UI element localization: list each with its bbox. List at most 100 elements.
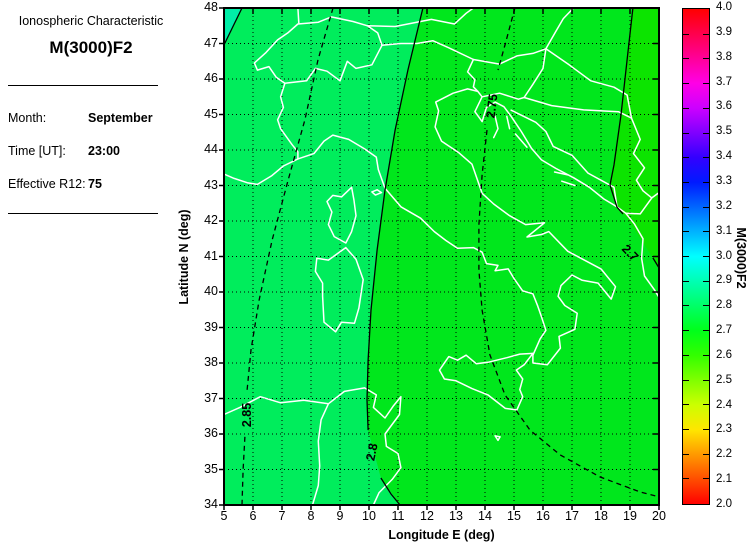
sidebar: Ionospheric Characteristic M(3000)F2 <box>0 0 182 58</box>
y-tick-label: 35 <box>204 461 218 476</box>
coastline <box>326 186 357 244</box>
colorbar-tick <box>703 231 709 232</box>
coastline <box>466 58 479 93</box>
colorbar-tick <box>683 182 689 183</box>
x-tick-label: 5 <box>220 509 228 523</box>
contour-line-2.85 <box>246 7 334 393</box>
colorbar-tick-label: 2.3 <box>716 423 732 436</box>
x-tick-label: 18 <box>594 509 608 523</box>
colorbar-tick <box>683 133 689 134</box>
colorbar-tick <box>683 281 689 282</box>
contour-line-2.75 <box>497 7 516 71</box>
x-tick-label: 17 <box>565 509 579 523</box>
contour-line-2.9 <box>223 7 243 46</box>
coastline <box>545 7 575 50</box>
coastline <box>492 115 499 139</box>
coastline <box>314 246 364 333</box>
coastline <box>297 7 300 24</box>
colorbar-tick-label: 2.4 <box>716 398 732 411</box>
month-value: September <box>88 111 153 125</box>
coastline <box>494 435 501 442</box>
y-tick-label: 42 <box>204 213 218 227</box>
colorbar-tick <box>703 133 709 134</box>
colorbar-tick <box>683 478 689 479</box>
x-tick-label: 6 <box>249 509 257 523</box>
colorbar-tick-label: 3.0 <box>716 249 732 262</box>
colorbar-tick <box>703 256 709 257</box>
coastline <box>630 117 660 199</box>
y-tick-label: 47 <box>204 35 218 50</box>
colorbar-tick <box>683 34 689 35</box>
x-axis-label: Longitude E (deg) <box>388 528 495 542</box>
colorbar-tick <box>703 207 709 208</box>
colorbar-tick <box>683 58 689 59</box>
colorbar-tick-label: 2.2 <box>716 448 732 461</box>
colorbar-tick-label: 4.0 <box>716 1 732 13</box>
x-tick-label: 20 <box>652 509 666 523</box>
coastline <box>223 387 402 506</box>
colorbar-tick <box>683 256 689 257</box>
contour-line-2.8 <box>366 7 424 431</box>
r12-value: 75 <box>88 177 102 191</box>
colorbar-tick <box>703 108 709 109</box>
colorbar-tick-label: 2.5 <box>716 373 732 386</box>
colorbar-tick <box>703 429 709 430</box>
contour-map-svg <box>219 7 660 510</box>
r12-row: Effective R12: 75 <box>8 174 180 194</box>
colorbar-tick <box>683 429 689 430</box>
month-row: Month: September <box>8 108 180 128</box>
sidebar-parameters: Month: September Time [UT]: 23:00 Effect… <box>8 108 180 207</box>
colorbar-tick-label: 3.9 <box>716 25 732 38</box>
x-tick-label: 8 <box>307 509 315 523</box>
y-tick-label: 38 <box>204 355 218 369</box>
colorbar-tick <box>703 34 709 35</box>
coastline <box>545 48 633 119</box>
coastline <box>561 180 576 187</box>
colorbar-tick <box>703 478 709 479</box>
coastline <box>553 171 569 176</box>
colorbar-tick <box>703 454 709 455</box>
y-tick-label: 43 <box>204 177 218 192</box>
coastline <box>371 189 383 196</box>
y-tick-label: 46 <box>204 71 218 85</box>
coastline <box>506 115 511 130</box>
coastline <box>366 7 475 28</box>
coastline <box>223 88 660 366</box>
x-tick-label: 15 <box>507 509 521 523</box>
colorbar-tick <box>683 157 689 158</box>
contour-label-2.85: 2.85 <box>239 402 254 427</box>
contour-line-2.75 <box>478 130 660 498</box>
colorbar-tick <box>683 231 689 232</box>
y-tick-label: 44 <box>204 142 218 156</box>
fill-band-lt-2.7 <box>610 8 659 268</box>
colorbar-tick-label: 2.7 <box>716 324 732 337</box>
y-tick-label: 39 <box>204 319 218 334</box>
colorbar-tick <box>703 281 709 282</box>
colorbar-tick-label: 3.6 <box>716 100 732 113</box>
colorbar-tick <box>703 157 709 158</box>
colorbar-tick <box>703 404 709 405</box>
map-plot-area: 2.85 2.8 2.75 2.7 <box>219 7 660 510</box>
colorbar-tick-label: 3.4 <box>716 150 732 163</box>
colorbar-tick <box>703 355 709 356</box>
time-value: 23:00 <box>88 144 120 158</box>
x-tick-label: 19 <box>623 509 637 523</box>
y-tick-label: 40 <box>204 284 218 298</box>
x-tick-label: 12 <box>420 509 434 523</box>
x-tick-label: 14 <box>478 509 492 523</box>
colorbar-tick <box>703 380 709 381</box>
y-tick-label: 34 <box>204 497 218 511</box>
colorbar-tick <box>683 380 689 381</box>
x-tick-label: 16 <box>536 509 550 523</box>
colorbar-tick <box>683 454 689 455</box>
colorbar-tick-label: 2.0 <box>716 498 732 510</box>
y-tick-label: 36 <box>204 426 218 440</box>
y-tick-label: 41 <box>204 248 218 263</box>
time-label: Time [UT]: <box>8 144 66 158</box>
colorbar-tick-label: 3.2 <box>716 199 732 212</box>
colorbar-tick <box>703 58 709 59</box>
y-tick-label: 37 <box>204 390 218 405</box>
colorbar-tick <box>683 108 689 109</box>
sidebar-divider-bottom <box>8 213 158 214</box>
